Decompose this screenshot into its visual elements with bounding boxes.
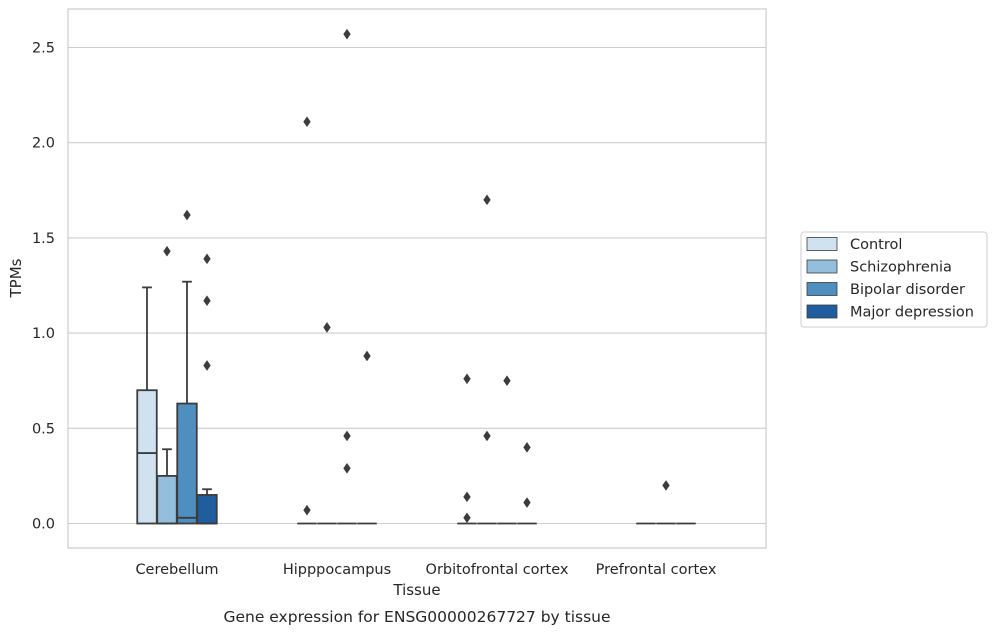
y-tick-label: 2.0	[32, 136, 55, 152]
outliers	[163, 28, 670, 524]
legend-swatch	[806, 304, 838, 319]
legend-item: Major depression	[806, 304, 974, 321]
legend-label: Bipolar disorder	[850, 282, 965, 298]
legend: Control Schizophrenia Bipolar disorder Majo…	[800, 231, 988, 328]
legend-swatch	[806, 282, 838, 296]
y-tick-label: 0.5	[32, 421, 55, 437]
y-tick-label: 1.5	[32, 231, 55, 247]
box	[136, 286, 158, 525]
legend-label: Major depression	[850, 305, 974, 321]
boxes	[136, 280, 696, 525]
outlier-point	[203, 360, 211, 371]
legend-frame	[800, 231, 988, 328]
box-body	[176, 402, 198, 525]
box-body	[136, 389, 158, 525]
outlier-point	[363, 350, 371, 362]
box	[196, 488, 218, 525]
x-tick-label: Prefrontal cortex	[596, 562, 717, 578]
x-tick-label: Hipppocampus	[283, 562, 391, 578]
x-tick-labels: Cerebellum Hipppocampus Orbitofrontal cort…	[135, 562, 716, 578]
box-body	[196, 494, 218, 525]
legend-item: Schizophrenia	[806, 259, 952, 276]
chart-caption: Gene expression for ENSG00000267727 by t…	[223, 608, 610, 626]
outlier-point	[463, 491, 471, 503]
box	[176, 280, 198, 525]
outlier-point	[323, 322, 331, 333]
y-tick-label: 1.0	[32, 326, 55, 342]
outlier-point	[662, 480, 670, 491]
outlier-point	[343, 28, 351, 40]
outlier-point	[463, 512, 471, 524]
box-body	[156, 474, 178, 525]
legend-swatch	[806, 259, 838, 274]
outlier-point	[303, 116, 311, 128]
outlier-point	[343, 462, 351, 474]
x-tick-label: Orbitofrontal cortex	[426, 562, 569, 578]
x-tick-label: Cerebellum	[135, 562, 218, 578]
legend-item: Control	[806, 237, 902, 253]
outlier-point	[523, 497, 531, 508]
outlier-point	[463, 373, 471, 385]
legend-swatch	[806, 237, 838, 251]
legend-item: Bipolar disorder	[806, 282, 965, 298]
outlier-point	[303, 504, 311, 516]
x-axis-label: Tissue	[392, 581, 440, 599]
outlier-point	[203, 295, 211, 307]
outlier-point	[163, 245, 171, 257]
outlier-point	[343, 430, 351, 442]
y-axis-label: TPMs	[7, 258, 25, 298]
legend-label: Schizophrenia	[850, 260, 952, 276]
outlier-point	[183, 209, 191, 221]
outlier-point	[483, 194, 491, 206]
legend-label: Control	[850, 237, 902, 253]
outlier-point	[523, 442, 531, 453]
y-tick-label: 2.5	[32, 41, 55, 57]
y-tick-label: 0.0	[32, 517, 55, 533]
box	[156, 448, 178, 525]
outlier-point	[503, 375, 511, 387]
outlier-point	[203, 253, 211, 265]
grid-lines	[68, 46, 766, 525]
plot-frame	[67, 8, 767, 549]
outlier-point	[483, 430, 491, 442]
y-tick-labels: 0.0 0.5 1.0 1.5 2.0 2.5	[32, 41, 55, 533]
